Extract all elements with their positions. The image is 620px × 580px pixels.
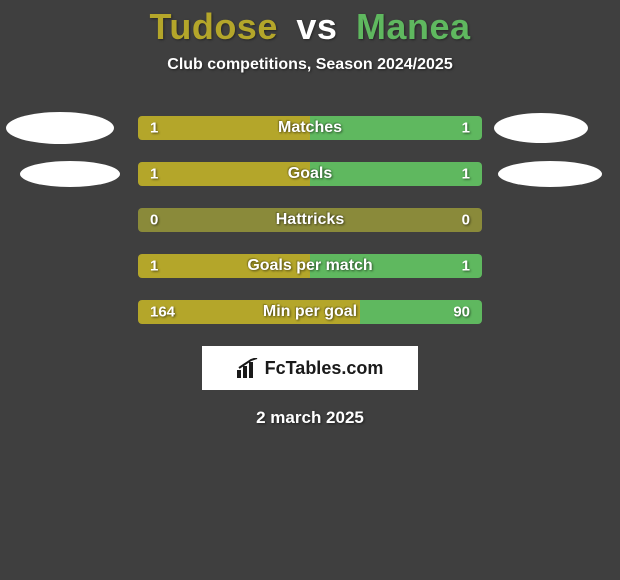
brand-logo: FcTables.com (202, 346, 418, 390)
stat-rows-container: 11Matches11Goals00Hattricks11Goals per m… (0, 116, 620, 324)
stat-bar-left (138, 254, 310, 278)
stat-value-left: 1 (150, 120, 158, 137)
player2-name: Manea (356, 6, 471, 47)
vs-separator: vs (296, 6, 337, 47)
stat-row: 11Goals (0, 162, 620, 186)
stat-bar-right (310, 254, 482, 278)
stat-bar-right (310, 116, 482, 140)
player1-name: Tudose (150, 6, 278, 47)
player-silhouette (6, 112, 114, 144)
stat-value-right: 1 (462, 258, 470, 275)
brand-text: FcTables.com (265, 358, 384, 379)
subtitle: Club competitions, Season 2024/2025 (0, 56, 620, 74)
footer-date: 2 march 2025 (0, 408, 620, 428)
player-silhouette (498, 161, 602, 187)
stat-value-right: 90 (453, 304, 470, 321)
stat-label: Hattricks (138, 211, 482, 229)
stat-row: 11Goals per match (0, 254, 620, 278)
player-silhouette (494, 113, 588, 143)
stat-value-left: 0 (150, 212, 158, 229)
stat-bar-left (138, 116, 310, 140)
stat-bar-track: 0 0Hattricks (138, 208, 482, 232)
chart-icon (237, 358, 259, 378)
stat-bar-track: 11Matches (138, 116, 482, 140)
stat-bar-left (138, 162, 310, 186)
stat-bar-track: 16490Min per goal (138, 300, 482, 324)
player-silhouette (20, 161, 120, 187)
stat-row: 0 0Hattricks (0, 208, 620, 232)
stat-value-left: 1 (150, 258, 158, 275)
stat-value-right: 0 (462, 212, 470, 229)
stat-bar-right (310, 162, 482, 186)
stat-value-left: 1 (150, 166, 158, 183)
stat-bar-track: 11Goals (138, 162, 482, 186)
stat-value-right: 1 (462, 120, 470, 137)
stat-bar-track: 11Goals per match (138, 254, 482, 278)
stat-row: 11Matches (0, 116, 620, 140)
stat-value-right: 1 (462, 166, 470, 183)
stat-row: 16490Min per goal (0, 300, 620, 324)
comparison-title: Tudose vs Manea (0, 0, 620, 48)
stat-value-left: 164 (150, 304, 175, 321)
